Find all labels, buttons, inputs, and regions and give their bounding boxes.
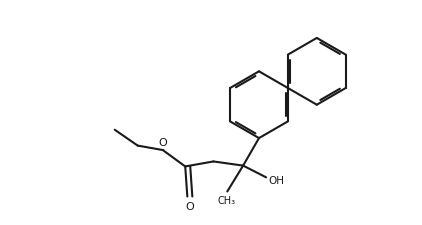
Text: O: O (159, 137, 168, 147)
Text: OH: OH (268, 176, 284, 185)
Text: O: O (185, 201, 194, 211)
Text: CH₃: CH₃ (217, 195, 235, 205)
